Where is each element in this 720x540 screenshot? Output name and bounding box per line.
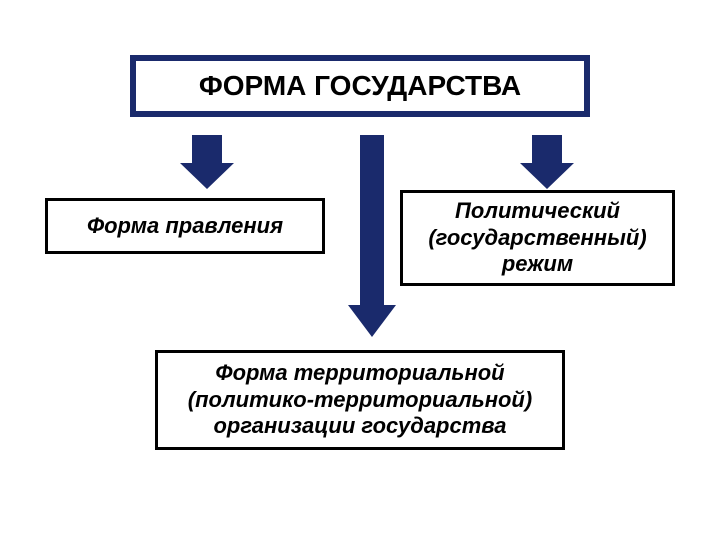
node-right: Политический (государственный) режим <box>400 190 675 286</box>
node-bottom-text: Форма территориальной (политико-территор… <box>158 360 562 439</box>
arrow-center <box>348 135 396 337</box>
node-right-text: Политический (государственный) режим <box>403 198 672 277</box>
arrow-left <box>180 135 234 189</box>
arrow-right <box>520 135 574 189</box>
node-left-text: Форма правления <box>87 213 283 239</box>
title-box: ФОРМА ГОСУДАРСТВА <box>130 55 590 117</box>
node-bottom: Форма территориальной (политико-территор… <box>155 350 565 450</box>
node-left: Форма правления <box>45 198 325 254</box>
title-text: ФОРМА ГОСУДАРСТВА <box>199 69 521 103</box>
